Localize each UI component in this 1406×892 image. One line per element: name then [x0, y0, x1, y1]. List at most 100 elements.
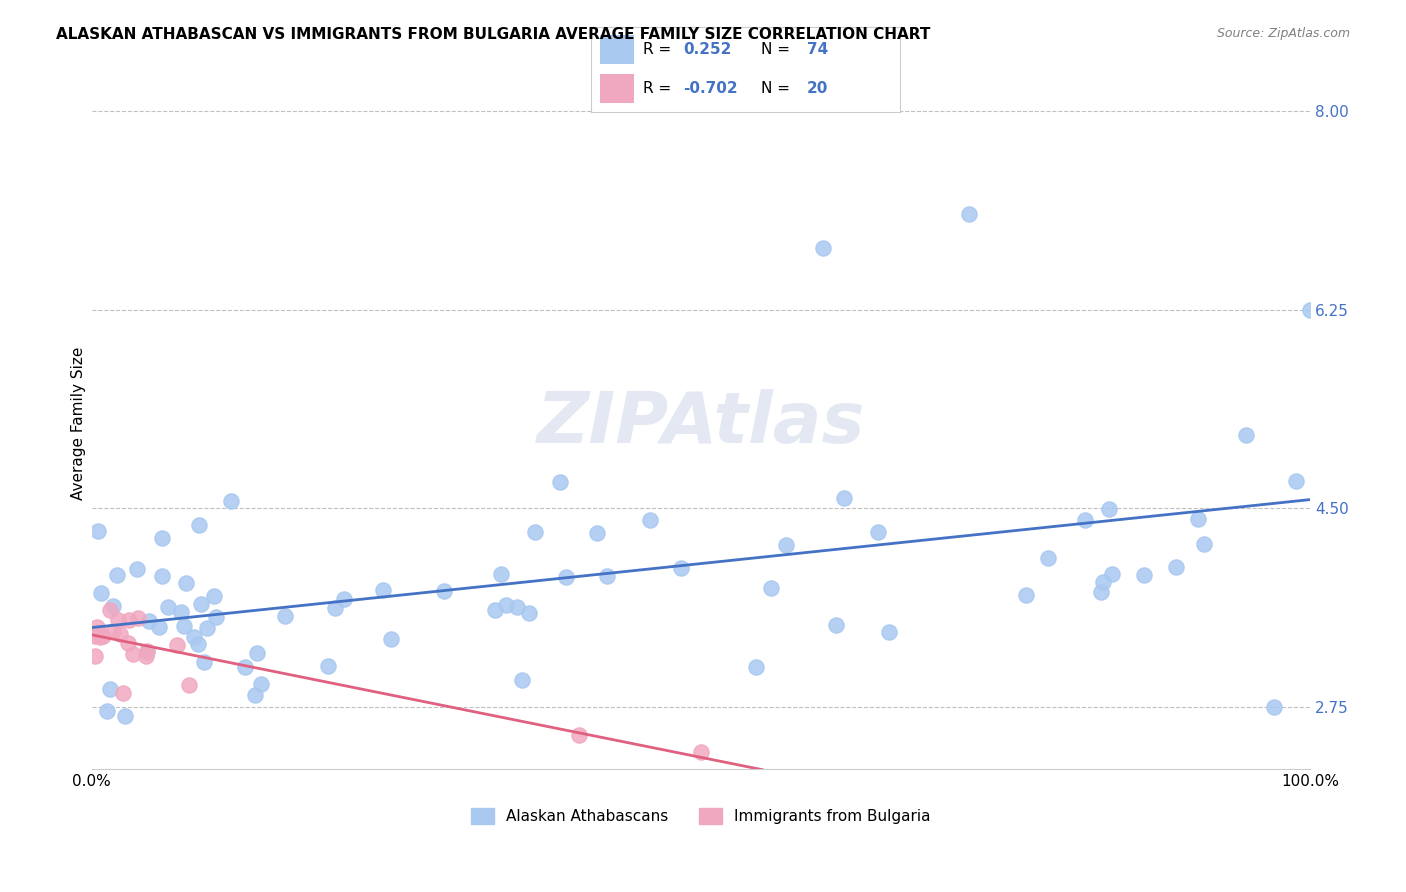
Point — [879, 624, 901, 639]
Text: N =: N = — [761, 42, 794, 57]
Point — [332, 592, 354, 607]
Point — [273, 608, 295, 623]
Point — [84, 629, 107, 643]
Point — [127, 611, 149, 625]
Point — [111, 686, 134, 700]
Point — [114, 709, 136, 723]
Point — [136, 645, 159, 659]
Bar — [600, 74, 634, 103]
Point — [745, 660, 768, 674]
Bar — [600, 36, 634, 64]
Point — [495, 598, 517, 612]
Point — [107, 613, 129, 627]
Point — [1038, 551, 1060, 566]
Text: N =: N = — [761, 81, 794, 96]
Point — [157, 600, 180, 615]
Point — [118, 613, 141, 627]
Point — [103, 624, 125, 639]
Point — [1101, 566, 1123, 581]
Point — [1090, 584, 1112, 599]
Point — [1187, 512, 1209, 526]
Point — [103, 599, 125, 614]
Point — [484, 603, 506, 617]
Point — [568, 728, 591, 742]
Text: ALASKAN ATHABASCAN VS IMMIGRANTS FROM BULGARIA AVERAGE FAMILY SIZE CORRELATION C: ALASKAN ATHABASCAN VS IMMIGRANTS FROM BU… — [56, 27, 931, 42]
Point — [173, 619, 195, 633]
Point — [824, 617, 846, 632]
Point — [866, 525, 889, 540]
Point — [316, 659, 339, 673]
Point — [89, 631, 111, 645]
Point — [957, 206, 980, 220]
Point — [524, 525, 547, 540]
Point — [117, 636, 139, 650]
Point — [174, 576, 197, 591]
Point — [86, 620, 108, 634]
Point — [832, 491, 855, 505]
Point — [183, 630, 205, 644]
Point — [775, 537, 797, 551]
Point — [1285, 474, 1308, 488]
Text: 0.252: 0.252 — [683, 42, 731, 57]
Point — [148, 620, 170, 634]
Point — [506, 600, 529, 615]
Point — [110, 627, 132, 641]
Point — [1133, 567, 1156, 582]
Legend: Alaskan Athabascans, Immigrants from Bulgaria: Alaskan Athabascans, Immigrants from Bul… — [471, 808, 931, 824]
Point — [380, 632, 402, 646]
Point — [761, 581, 783, 595]
Point — [84, 648, 107, 663]
Text: R =: R = — [643, 42, 676, 57]
Point — [690, 745, 713, 759]
Point — [233, 660, 256, 674]
Text: 20: 20 — [807, 81, 828, 96]
Point — [510, 673, 533, 688]
Point — [811, 241, 834, 255]
Point — [1234, 427, 1257, 442]
Point — [105, 568, 128, 582]
Point — [246, 646, 269, 660]
Point — [150, 531, 173, 545]
Point — [638, 513, 661, 527]
Point — [150, 568, 173, 582]
Text: Source: ZipAtlas.com: Source: ZipAtlas.com — [1216, 27, 1350, 40]
Point — [136, 644, 159, 658]
Point — [596, 569, 619, 583]
Point — [1263, 700, 1285, 714]
Point — [1073, 513, 1095, 527]
Point — [1098, 502, 1121, 516]
Point — [170, 605, 193, 619]
Point — [193, 655, 215, 669]
Point — [179, 678, 201, 692]
Point — [433, 584, 456, 599]
Point — [87, 524, 110, 539]
Point — [135, 648, 157, 663]
Point — [243, 689, 266, 703]
Point — [188, 517, 211, 532]
Point — [138, 614, 160, 628]
Point — [555, 570, 578, 584]
Point — [93, 629, 115, 643]
Text: ZIPAtlas: ZIPAtlas — [537, 389, 865, 458]
Point — [219, 493, 242, 508]
Point — [127, 561, 149, 575]
Point — [205, 609, 228, 624]
Point — [489, 566, 512, 581]
Point — [1164, 560, 1187, 574]
Text: R =: R = — [643, 81, 676, 96]
Point — [371, 582, 394, 597]
Point — [202, 589, 225, 603]
Point — [190, 597, 212, 611]
Point — [1194, 537, 1216, 551]
Point — [669, 561, 692, 575]
Point — [586, 525, 609, 540]
Point — [250, 677, 273, 691]
Point — [98, 682, 121, 697]
Point — [187, 637, 209, 651]
Text: -0.702: -0.702 — [683, 81, 738, 96]
Y-axis label: Average Family Size: Average Family Size — [72, 347, 86, 500]
Point — [122, 648, 145, 662]
Point — [519, 607, 541, 621]
Point — [323, 601, 346, 615]
Point — [1299, 302, 1322, 317]
